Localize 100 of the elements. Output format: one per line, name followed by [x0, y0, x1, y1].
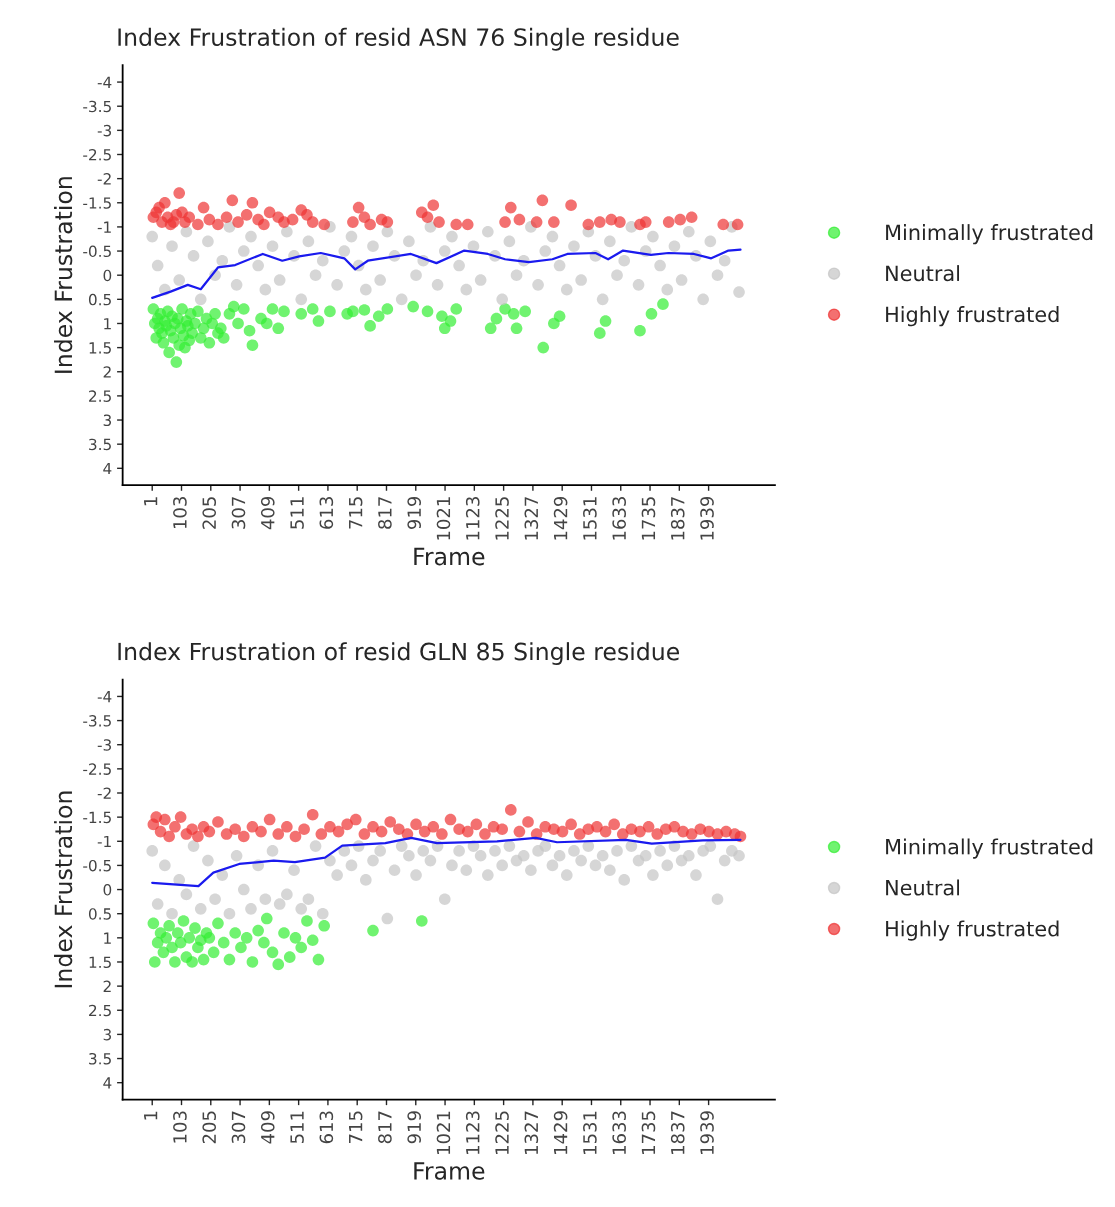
point [301, 915, 313, 927]
x-tick-label: 1531 [583, 1111, 597, 1154]
point [212, 917, 224, 930]
x-tick-label: 1735 [641, 1111, 656, 1154]
x-tick-label: 919 [407, 1111, 422, 1144]
x-tick-label: 103 [173, 497, 187, 529]
x-tick-label: 1327 [524, 1111, 539, 1154]
legend-label: Neutral [886, 879, 960, 896]
y-tick-label: -1.5 [83, 811, 111, 824]
point [240, 932, 253, 944]
x-tick-label: 307 [231, 1111, 246, 1144]
x-tick-label: 817 [378, 497, 392, 529]
x-tick-label: 1837 [670, 497, 685, 540]
x-tick-label: 1327 [524, 497, 539, 540]
point [169, 956, 181, 968]
y-tick-label: 2.5 [89, 1004, 111, 1017]
point [306, 934, 319, 947]
point [147, 917, 160, 930]
point [171, 927, 184, 939]
y-tick-label: -3 [97, 124, 112, 137]
y-tick-label: 3.5 [89, 1053, 111, 1065]
y-tick-label: 1 [104, 932, 111, 944]
point [283, 951, 296, 963]
y-tick-label: -2 [97, 787, 111, 799]
x-tick-label: 205 [202, 497, 217, 529]
x-tick-label: 1429 [553, 496, 568, 540]
x-tick-label: 409 [260, 1111, 275, 1144]
legend-label: Highly frustrated [886, 306, 1059, 327]
point [177, 915, 190, 927]
x-tick-label: 919 [407, 496, 422, 529]
point [229, 927, 241, 939]
x-tick-label: 1225 [495, 497, 509, 540]
point [272, 958, 285, 971]
y-tick-label: -0.5 [83, 859, 111, 872]
y-tick-label: 2 [103, 366, 111, 378]
x-tick-label: 1939 [700, 496, 714, 540]
x-tick-label: 1 [144, 497, 158, 506]
point [166, 941, 178, 954]
y-tick-label: 0 [103, 269, 112, 282]
chart-title: Index Frustration of resid GLN 85 Single residue [118, 642, 680, 666]
x-tick-label: 1123 [465, 1111, 480, 1154]
y-tick-label: 0.5 [88, 908, 111, 920]
x-tick-label: 1429 [553, 1111, 568, 1154]
x-tick-label: 613 [319, 1111, 334, 1144]
point [415, 915, 428, 927]
point [252, 924, 264, 937]
x-tick-label: 1837 [670, 1111, 685, 1154]
x-tick-label: 1735 [641, 497, 656, 540]
x-tick-label: 1021 [436, 1111, 451, 1154]
x-tick-label: 1939 [700, 1111, 714, 1154]
x-tick-label: 1 [144, 1111, 158, 1120]
x-tick-label: 205 [202, 1111, 217, 1144]
y-tick-label: -3.5 [83, 100, 111, 113]
x-tick-label: 511 [290, 1111, 304, 1144]
y-tick-label: -4 [97, 691, 112, 703]
legend-label: Minimally frustrated [886, 838, 1093, 859]
x-tick-label: 409 [260, 496, 275, 530]
x-tick-label: 1531 [583, 497, 597, 540]
x-tick-label: 103 [173, 1111, 187, 1143]
y-axis-title: Index Frustration [54, 177, 73, 373]
point [318, 919, 330, 932]
point [289, 932, 302, 944]
y-tick-label: -2 [97, 173, 111, 185]
point [223, 953, 236, 966]
y-tick-label: -3 [97, 739, 112, 751]
y-tick-label: 4 [103, 462, 112, 475]
point [197, 953, 210, 966]
x-tick-label: 1633 [612, 497, 626, 540]
y-tick-label: 3 [103, 414, 112, 427]
y-tick-label: -3.5 [83, 715, 111, 727]
y-tick-label: 3 [103, 1028, 112, 1041]
y-tick-label: 0 [103, 884, 112, 896]
y-tick-label: -4 [97, 76, 112, 88]
chart-title: Index Frustration of resid ASN 76 Single residue [118, 27, 679, 51]
legend-label: Minimally frustrated [886, 224, 1093, 245]
point [367, 924, 379, 937]
y-tick-label: 0.5 [88, 293, 111, 306]
x-tick-label: 1021 [436, 497, 451, 540]
point [174, 936, 187, 949]
point [163, 919, 175, 932]
x-tick-label: 715 [349, 1111, 363, 1143]
point [217, 936, 230, 949]
y-tick-label: -1 [97, 221, 111, 233]
x-tick-label: 1225 [495, 1111, 509, 1154]
x-axis-title: Frame [414, 547, 485, 566]
point [186, 956, 198, 968]
point [260, 912, 273, 925]
y-tick-label: 2.5 [89, 390, 111, 402]
y-tick-label: 1.5 [89, 956, 111, 968]
y-tick-label: -2.5 [83, 148, 111, 161]
y-tick-label: -1 [97, 835, 111, 848]
point [295, 941, 308, 954]
y-tick-label: -2.5 [83, 763, 111, 775]
x-tick-label: 1123 [465, 497, 480, 540]
point [160, 932, 173, 944]
y-tick-label: 1 [104, 318, 111, 330]
x-tick-label: 613 [319, 497, 334, 529]
x-tick-label: 715 [349, 497, 363, 529]
point [312, 953, 325, 966]
point [203, 932, 216, 944]
